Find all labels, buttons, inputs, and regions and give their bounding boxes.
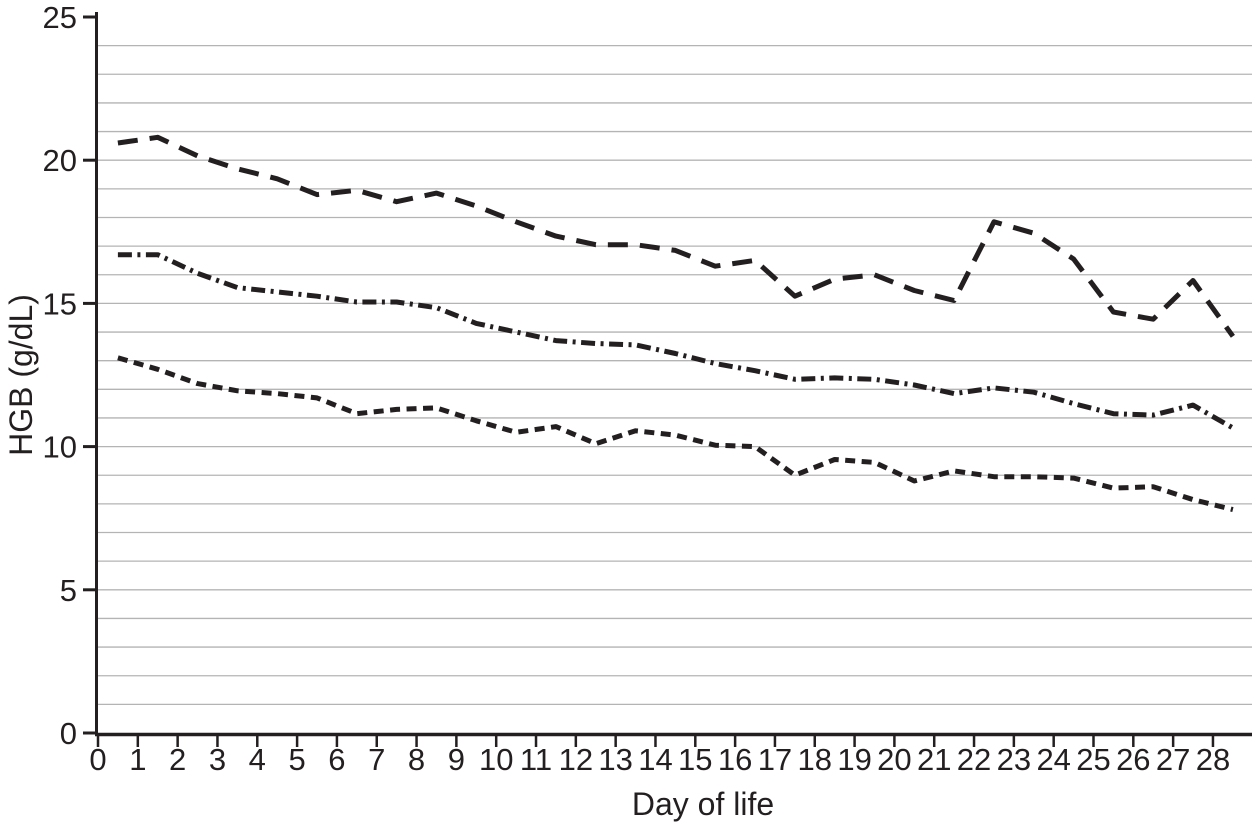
x-tick-label: 24 [1036, 742, 1070, 777]
x-tick-label: 13 [598, 742, 632, 777]
x-tick-label: 28 [1196, 742, 1230, 777]
x-tick-label: 14 [638, 742, 672, 777]
data-series-lines [117, 134, 1235, 513]
x-tick-label: 4 [249, 742, 266, 777]
y-tick-label: 25 [43, 0, 77, 35]
x-tick-label: 1 [129, 742, 146, 777]
gridlines [96, 44, 1252, 706]
x-tick-label: 7 [368, 742, 385, 777]
x-tick-label: 25 [1076, 742, 1110, 777]
x-tick-label: 15 [678, 742, 712, 777]
axes [95, 12, 1252, 737]
x-tick-label: 8 [408, 742, 425, 777]
y-tick-label: 15 [43, 286, 77, 321]
x-tick-label: 12 [559, 742, 593, 777]
x-axis-title: Day of life [632, 786, 774, 822]
x-tick-label: 16 [718, 742, 752, 777]
x-tick-label: 19 [837, 742, 871, 777]
x-tick-label: 23 [997, 742, 1031, 777]
x-tick-label: 0 [89, 742, 106, 777]
x-tick-label: 20 [877, 742, 911, 777]
x-tick-label: 27 [1156, 742, 1190, 777]
y-axis-title: HGB (g/dL) [3, 294, 39, 456]
x-tick-label: 17 [758, 742, 792, 777]
x-tick-label: 21 [917, 742, 951, 777]
x-tick-label: 2 [169, 742, 186, 777]
y-tick-label: 5 [60, 573, 77, 608]
y-tick-label: 20 [43, 143, 77, 178]
y-tick-label: 10 [43, 430, 77, 465]
y-tick-label: 0 [60, 716, 77, 751]
x-tick-label: 3 [209, 742, 226, 777]
x-tick-label: 22 [957, 742, 991, 777]
line-upper-curve-long-dash [117, 134, 1235, 338]
line-lower-curve-short-dash [117, 355, 1234, 513]
x-tick-label: 9 [448, 742, 465, 777]
x-tick-label: 10 [479, 742, 513, 777]
line-middle-curve-dash-dot [117, 252, 1235, 431]
x-tick-label: 5 [288, 742, 305, 777]
axis-ticks [83, 15, 1215, 747]
x-tick-label: 11 [520, 742, 552, 777]
x-tick-label: 18 [798, 742, 832, 777]
x-tick-label: 26 [1116, 742, 1150, 777]
x-tick-label: 6 [328, 742, 345, 777]
